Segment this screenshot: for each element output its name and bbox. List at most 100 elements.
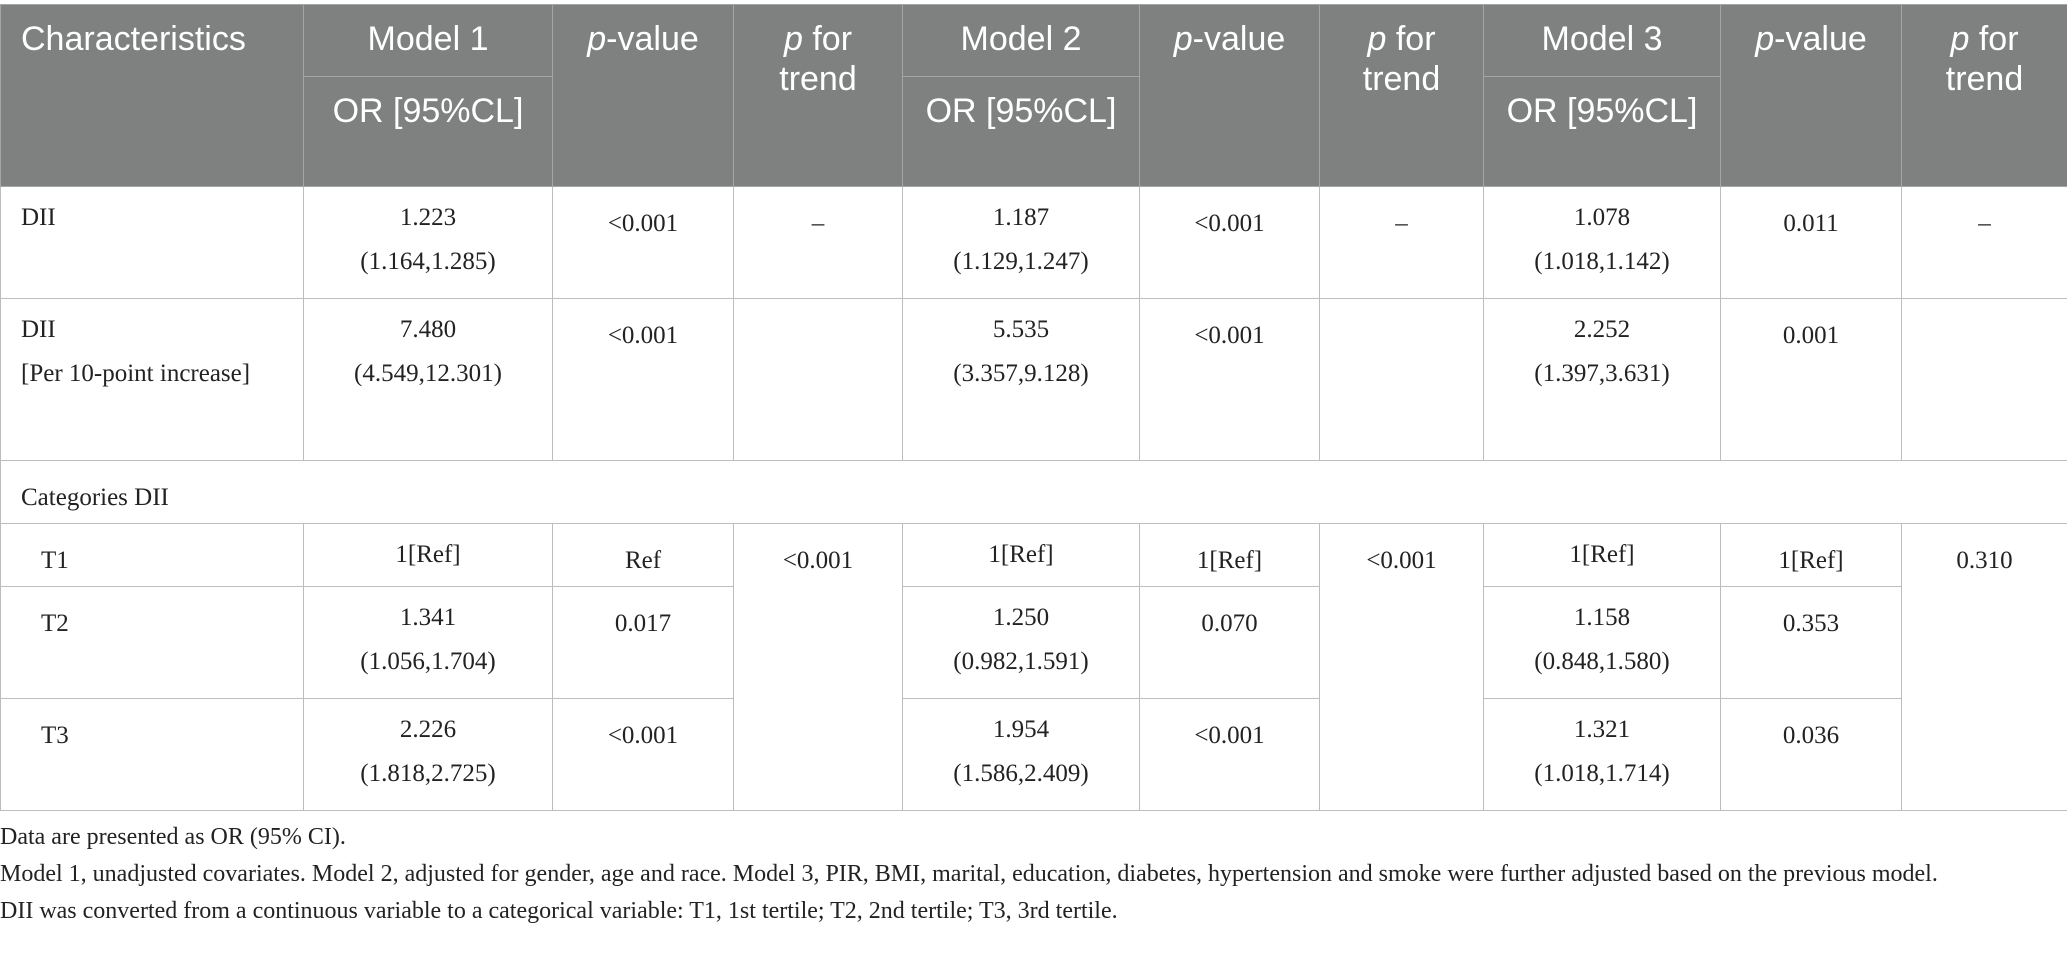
odds-ratio: 1.250: [992, 604, 1050, 631]
row-label: T2: [0, 586, 304, 699]
odds-ratio: 1.321: [1573, 716, 1631, 743]
or-cell: 2.252 (1.397,3.631): [1483, 298, 1721, 461]
header-cell: OR [95%CL]: [1483, 76, 1721, 187]
odds-ratio: 2.252: [1573, 316, 1631, 343]
p-value-cell: <0.001: [552, 298, 734, 461]
confidence-interval: (3.357,9.128): [953, 360, 1089, 387]
section-label: Categories DII: [0, 460, 2067, 524]
empty-cell: [1319, 298, 1484, 461]
odds-ratio: 1.078: [1573, 204, 1631, 231]
header-cell: p for trend: [1901, 4, 2067, 187]
p-value-cell: 0.036: [1720, 698, 1902, 811]
p-trend-cell: <0.001: [733, 523, 903, 811]
section-row: Categories DII: [0, 460, 2067, 524]
table-row: DII [Per 10-point increase] 7.480 (4.549,12…: [0, 298, 2067, 461]
odds-ratio: 1.187: [992, 204, 1050, 231]
table-row: T2 1.341 (1.056,1.704) 0.017 1.250 (0.982,1.5…: [0, 586, 2067, 699]
table-body: DII 1.223 (1.164,1.285) <0.001–1.187 (1.129,…: [0, 186, 2067, 811]
odds-ratio: 2.226: [399, 716, 457, 743]
header-cell: OR [95%CL]: [303, 76, 553, 187]
label-text: DII: [21, 204, 56, 231]
p-value-cell: <0.001: [552, 698, 734, 811]
row-label: T1: [0, 523, 304, 587]
or-cell: 1.341 (1.056,1.704): [303, 586, 553, 699]
note: DII was converted from a continuous vari…: [0, 898, 1118, 924]
odds-ratio: 1.341: [399, 604, 457, 631]
confidence-interval: (1.018,1.714): [1534, 760, 1670, 787]
p-value-cell: Ref: [552, 523, 734, 587]
header-row: OR [95%CL] OR [95%CL] OR [95%CL]: [1, 76, 2067, 187]
note: Data are presented as OR (95% CI).: [0, 824, 346, 850]
or-cell: 1.321 (1.018,1.714): [1483, 698, 1721, 811]
odds-ratio: 1.223: [399, 204, 457, 231]
table-header: Characteristics Model 1 p-value p for trend…: [0, 4, 2067, 187]
p-value-cell: <0.001: [1139, 698, 1320, 811]
confidence-interval: (0.848,1.580): [1534, 648, 1670, 675]
p-value-cell: 1[Ref]: [1720, 523, 1902, 587]
table-row: T1 1[Ref] Ref <0.001 1[Ref] 1[Ref] <0.001 1[Ref…: [0, 523, 2067, 811]
header-cell: p-value: [552, 4, 734, 187]
p-value-cell: <0.001: [1139, 186, 1320, 299]
p-trend-cell: –: [1319, 186, 1484, 299]
or-cell: 5.535 (3.357,9.128): [902, 298, 1140, 461]
header-cell: p for trend: [1319, 4, 1484, 187]
table-row: DII 1.223 (1.164,1.285) <0.001–1.187 (1.129,…: [0, 186, 2067, 299]
or-cell: 1.158 (0.848,1.580): [1483, 586, 1721, 699]
row-label: DII [Per 10-point increase]: [0, 298, 304, 461]
confidence-interval: (0.982,1.591): [953, 648, 1089, 675]
or-cell: 2.226 (1.818,2.725): [303, 698, 553, 811]
confidence-interval: (1.056,1.704): [360, 648, 496, 675]
header-cell: p-value: [1720, 4, 1902, 187]
odds-ratio: 7.480: [399, 316, 457, 343]
row-label: DII: [0, 186, 304, 299]
header-cell: Model 1: [303, 4, 553, 77]
confidence-interval: (1.129,1.247): [953, 248, 1089, 275]
confidence-interval: (4.549,12.301): [354, 360, 502, 387]
p-value-cell: 1[Ref]: [1139, 523, 1320, 587]
odds-ratio: 1[Ref]: [395, 541, 461, 568]
confidence-interval: (1.586,2.409): [953, 760, 1089, 787]
table-row: T3 2.226 (1.818,2.725) <0.001 1.954 (1.586,2.…: [0, 698, 2067, 811]
confidence-interval: (1.397,3.631): [1534, 360, 1670, 387]
p-trend-cell: <0.001: [1319, 523, 1484, 811]
empty-cell: [1901, 298, 2067, 461]
p-value-cell: 0.001: [1720, 298, 1902, 461]
odds-ratio: 1.158: [1573, 604, 1631, 631]
confidence-interval: (1.018,1.142): [1534, 248, 1670, 275]
confidence-interval: (1.818,2.725): [360, 760, 496, 787]
page: Characteristics Model 1 p-value p for trend…: [0, 4, 2067, 966]
label-subtext: [Per 10-point increase]: [21, 360, 251, 387]
or-cell: 1.187 (1.129,1.247): [902, 186, 1140, 299]
empty-cell: [733, 298, 903, 461]
or-cell: 7.480 (4.549,12.301): [303, 298, 553, 461]
p-trend-cell: –: [733, 186, 903, 299]
header-cell: Model 2: [902, 4, 1140, 77]
odds-ratio: 1.954: [992, 716, 1050, 743]
or-cell: 1.078 (1.018,1.142): [1483, 186, 1721, 299]
header-row: Characteristics Model 1 p-value p for trend…: [0, 4, 2067, 187]
p-value-cell: 0.353: [1720, 586, 1902, 699]
or-cell: 1[Ref]: [1483, 523, 1721, 587]
or-cell: 1.954 (1.586,2.409): [902, 698, 1140, 811]
or-cell: 1[Ref]: [902, 523, 1140, 587]
p-value-cell: <0.001: [552, 186, 734, 299]
header-cell: Model 3: [1483, 4, 1721, 77]
header-cell: p-value: [1139, 4, 1320, 187]
or-cell: 1.223 (1.164,1.285): [303, 186, 553, 299]
p-value-cell: 0.017: [552, 586, 734, 699]
row-label: T3: [0, 698, 304, 811]
p-value-cell: 0.011: [1720, 186, 1902, 299]
table-notes: Data are presented as OR (95% CI). Model …: [0, 819, 2067, 930]
results-table: Characteristics Model 1 p-value p for trend…: [0, 4, 2067, 811]
p-trend-cell: 0.310: [1901, 523, 2067, 811]
label-text: DII: [21, 316, 56, 343]
or-cell: 1[Ref]: [303, 523, 553, 587]
note: Model 1, unadjusted covariates. Model 2,…: [0, 861, 1938, 887]
or-cell: 1.250 (0.982,1.591): [902, 586, 1140, 699]
odds-ratio: 5.535: [992, 316, 1050, 343]
header-cell: Characteristics: [0, 4, 304, 187]
p-trend-cell: –: [1901, 186, 2067, 299]
header-cell: OR [95%CL]: [902, 76, 1140, 187]
odds-ratio: 1[Ref]: [988, 541, 1054, 568]
header-cell: p for trend: [733, 4, 903, 187]
